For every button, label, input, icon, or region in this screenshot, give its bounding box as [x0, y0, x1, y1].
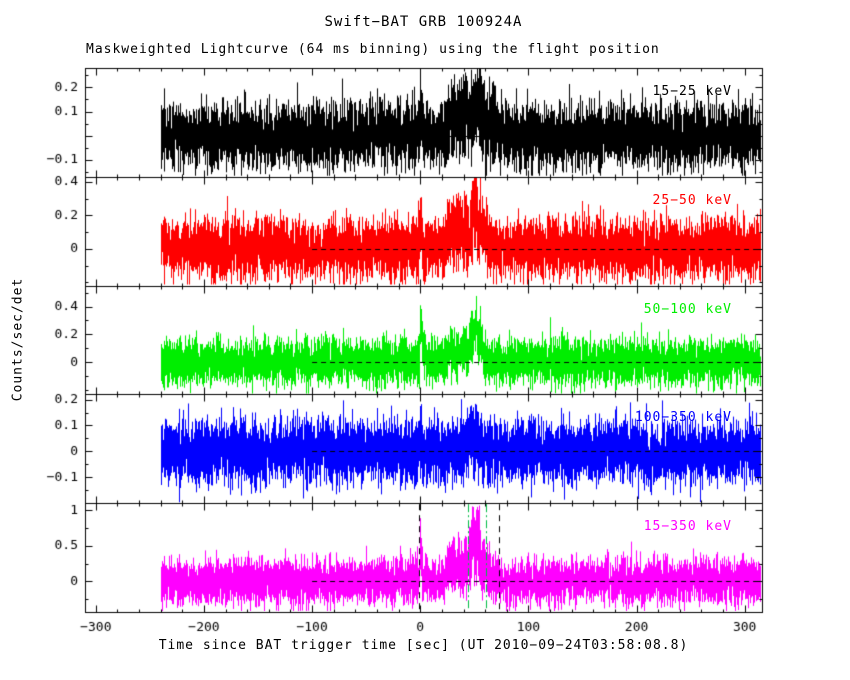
y-axis-label: Counts/sec/det	[10, 277, 26, 402]
band-label-25-50-kev: 25−50 keV	[652, 192, 732, 208]
chart-title: Swift−BAT GRB 100924A	[324, 14, 523, 30]
band-label-15-350-kev: 15−350 keV	[643, 519, 732, 535]
x-axis-label: Time since BAT trigger time [sec] (UT 20…	[158, 638, 689, 653]
chart-subtitle: Maskweighted Lightcurve (64 ms binning) …	[86, 42, 660, 57]
band-label-100-350-kev: 100−350 keV	[634, 410, 732, 426]
band-label-15-25-kev: 15−25 keV	[652, 84, 732, 99]
band-label-50-100-kev: 50−100 keV	[643, 301, 732, 317]
